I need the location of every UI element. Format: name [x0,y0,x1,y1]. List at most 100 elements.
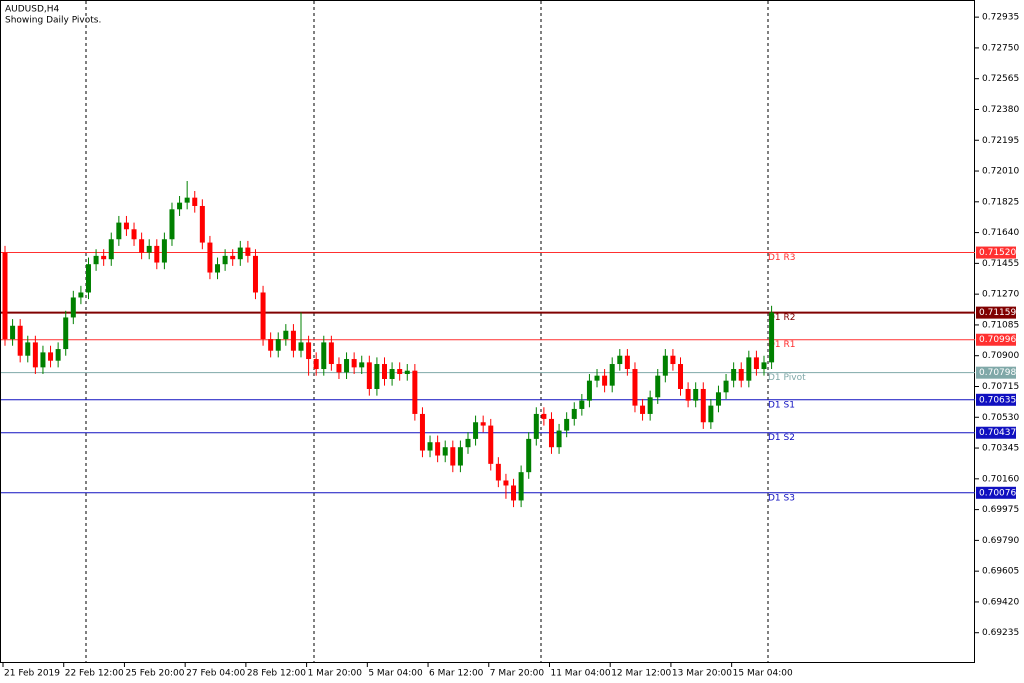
price-tag [976,306,1016,319]
price-tag-label: 0.71159 [979,308,1016,318]
y-tick-label: 0.72750 [982,43,1019,53]
candle-body [252,255,258,293]
candle-body [480,422,486,426]
y-tick-label: 0.72935 [982,13,1019,23]
candle-body [518,472,524,501]
price-tag [976,486,1016,499]
candle-body [192,197,198,206]
candle-body [473,422,479,439]
candle-body [495,463,501,481]
candle-body [427,442,433,451]
candle-body [457,447,463,466]
y-tick-label: 0.72195 [982,136,1019,146]
candle-body [78,292,84,298]
x-tick-label: 27 Feb 04:00 [186,669,245,679]
candle-body [313,359,319,370]
candle-body [336,364,342,373]
candle-body [55,349,61,361]
candle-body [154,245,160,263]
price-tag [976,426,1016,439]
candle-body [260,292,266,340]
candle-body [609,364,615,386]
candle-body [617,355,623,365]
pivot-name: D1 S1 [768,400,795,410]
y-tick-label: 0.70345 [982,444,1019,454]
candle-body [685,388,691,401]
x-tick-label: 21 Feb 2019 [4,669,60,679]
y-tick-label: 0.72380 [982,105,1019,115]
x-tick-label: 11 Mar 04:00 [550,669,610,679]
plot-frame [0,0,975,663]
candle-body [101,255,107,260]
x-tick-label: 13 Mar 20:00 [672,669,732,679]
candle-body [435,442,441,456]
candle-body [640,405,646,414]
candle-body [450,447,456,466]
candle-body [169,209,175,240]
candle-body [306,342,312,360]
x-tick-label: 6 Mar 12:00 [429,669,484,679]
candle-body [290,330,296,351]
candle-body [678,364,684,389]
candle-body [753,357,759,370]
candle-body [382,364,387,379]
y-tick-label: 0.69975 [982,505,1019,515]
candle-body [503,480,509,486]
x-tick-label: 25 Feb 20:00 [125,669,184,679]
candle-body [571,408,577,419]
candle-body [268,339,274,351]
candle-body [586,380,592,401]
candle-body [488,425,494,464]
candle-body [761,362,767,370]
price-tag-label: 0.70076 [979,488,1016,498]
candle-body [344,359,350,373]
candle-body [123,222,129,230]
y-tick-label: 0.71455 [982,259,1019,269]
candle-body [139,239,145,253]
candle-body [366,362,372,389]
candle-body [738,369,744,381]
candle-body [632,369,638,406]
candle-body [359,362,365,368]
candle-body [723,380,729,393]
candle-body [298,342,304,351]
candle-body [708,405,714,423]
y-tick-label: 0.72010 [982,167,1019,177]
y-tick-label: 0.71825 [982,197,1019,207]
price-tag-label: 0.70996 [979,335,1016,345]
price-tag-label: 0.70798 [979,368,1016,378]
candle-body [108,239,114,260]
x-tick-label: 5 Mar 04:00 [368,669,423,679]
y-tick-label: 0.69420 [982,597,1019,607]
candle-body [146,245,152,253]
candle-body [465,438,471,448]
y-tick-label: 0.69605 [982,567,1019,577]
candle-body [564,418,570,431]
x-tick-label: 22 Feb 12:00 [65,669,124,679]
y-tick-label: 0.69790 [982,536,1019,546]
price-tag-label: 0.70437 [979,428,1016,438]
candle-body [662,355,668,376]
x-tick-label: 12 Mar 12:00 [611,669,671,679]
candle-body [647,397,653,414]
candle-body [442,447,448,456]
candle-body [419,413,425,451]
separators [85,1,769,662]
price-tag-label: 0.70635 [979,395,1016,405]
y-tick-label: 0.71085 [982,320,1019,330]
candle-body [131,229,137,240]
candle-body [670,355,676,365]
y-tick-label: 0.69235 [982,628,1019,638]
candle-body [230,255,236,260]
candle-body [404,370,410,375]
candle-body [693,388,699,401]
candle-body [351,359,357,368]
y-tick-label: 0.70715 [982,382,1019,392]
x-tick-label: 15 Mar 04:00 [733,669,793,679]
candle-body [32,342,38,368]
candle-body [700,388,706,423]
candle-body [526,438,532,473]
candle-body [17,325,23,356]
price-tag [976,333,1016,346]
